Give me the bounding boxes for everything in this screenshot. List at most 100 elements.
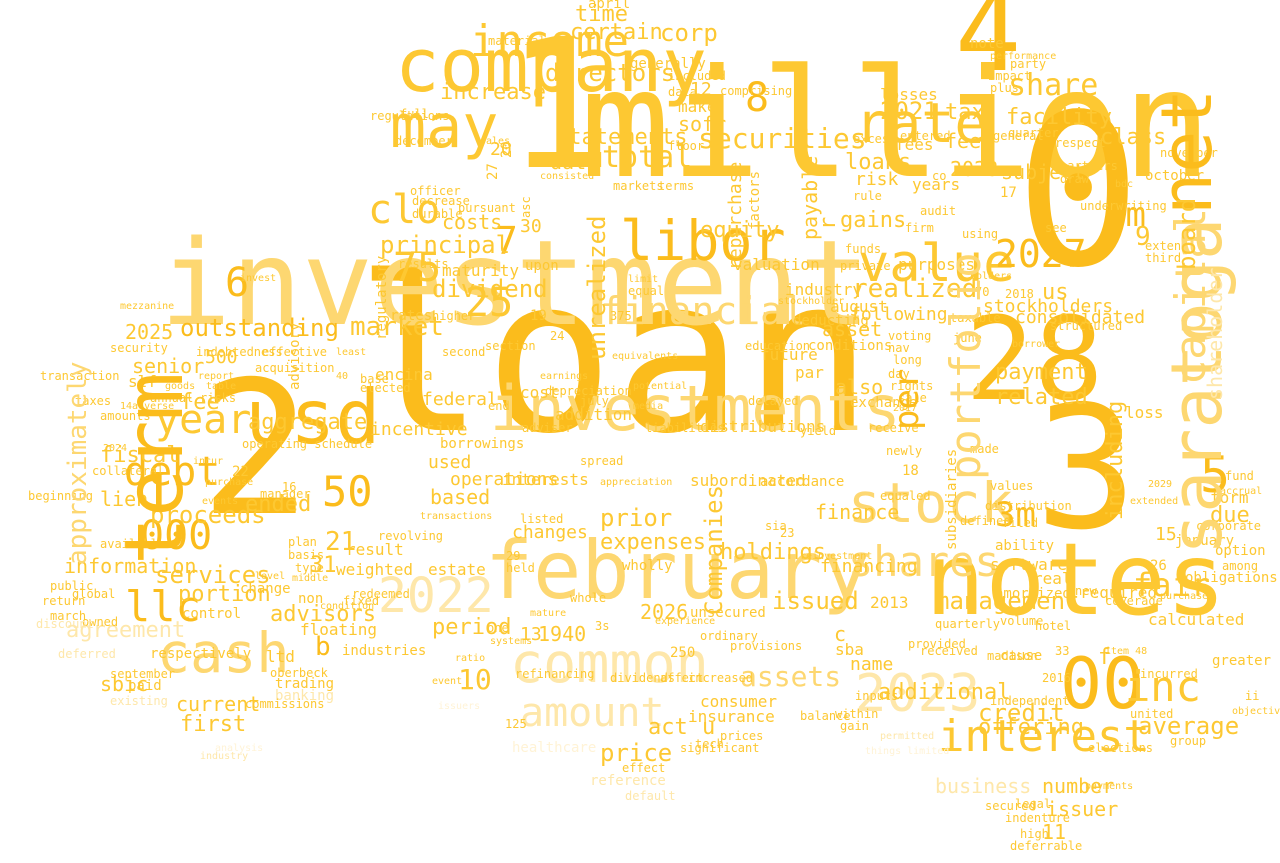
word-included: included — [668, 69, 726, 84]
word-transactions: transactions — [420, 511, 493, 522]
word-15: 15 — [1155, 523, 1177, 545]
word-26: 26 — [1150, 557, 1167, 574]
word-incur: incur — [193, 456, 224, 467]
word-transaction: transaction — [40, 369, 120, 384]
word-name: name — [850, 653, 894, 675]
word-distributions: distributions — [700, 417, 826, 437]
word-party: party — [1010, 57, 1047, 72]
word-board: board — [1173, 197, 1201, 270]
word-including: including — [1103, 400, 1128, 520]
word-c: c — [834, 622, 847, 646]
word-incurred: incurred — [1140, 667, 1198, 682]
word-sales: sales — [480, 136, 511, 147]
word-000: 000 — [140, 513, 213, 559]
word-day: day — [888, 367, 910, 382]
word-balance: balance — [800, 709, 851, 724]
word-partners: partners — [1060, 159, 1118, 174]
word-mature: mature — [530, 608, 567, 619]
word-nav: nav — [888, 341, 910, 356]
word-global: global — [72, 587, 116, 602]
word-250: 250 — [670, 644, 696, 661]
word-form: form — [1210, 488, 1249, 508]
word-services: services — [155, 560, 271, 589]
word-income: income — [470, 15, 629, 67]
word-note: note — [970, 35, 1004, 52]
word-financial: financial — [600, 288, 806, 333]
word-25: 25 — [465, 280, 514, 326]
word-risks: risks — [200, 391, 237, 406]
word-first: first — [180, 712, 247, 738]
word-made: made — [970, 442, 999, 457]
word-2023: 2023 — [855, 664, 981, 725]
word-insurance: insurance — [688, 707, 775, 727]
word-type: type — [295, 561, 324, 576]
word-september: september — [110, 667, 176, 682]
word-entered: entered — [900, 129, 951, 144]
word-increased: increased — [688, 671, 754, 686]
word-interests: interests — [502, 470, 589, 490]
word-basis: basis — [288, 548, 325, 563]
word-equivalents: equivalents — [612, 351, 679, 362]
word-upon: upon — [525, 257, 559, 274]
word-education: education — [745, 339, 811, 354]
word-receive: receive — [868, 421, 919, 436]
word-8: 8 — [745, 75, 770, 121]
word-22: 22 — [232, 463, 249, 480]
word-ability: ability — [995, 537, 1055, 554]
word-respect: respect — [1055, 136, 1106, 151]
word-january: january — [1175, 532, 1235, 549]
word-tech: tech — [695, 737, 724, 752]
word-10: 10 — [458, 662, 492, 696]
word-default: default — [625, 789, 676, 804]
word-floating: floating — [300, 620, 378, 640]
word-par: par — [795, 363, 824, 383]
word-systems: systems — [490, 636, 533, 647]
word-ended: ended — [245, 492, 312, 518]
word-indebtedness: indebtedness — [196, 345, 283, 360]
word-level: level — [255, 571, 286, 582]
word-asc: asc — [519, 196, 533, 218]
word-december: december — [395, 134, 453, 149]
word-r: r — [816, 216, 841, 230]
word-subsidiaries: subsidiaries — [944, 448, 960, 550]
word-held: held — [506, 561, 535, 576]
word-agreement: agreement — [66, 618, 186, 644]
word-shares: shares — [848, 537, 1000, 587]
word-assets: assets — [740, 659, 842, 693]
word-potential: potential — [633, 381, 688, 392]
word-4: 4 — [955, 0, 1022, 96]
word-senior: senior — [132, 354, 205, 378]
word-owned: owned — [82, 615, 119, 630]
word-among: among — [1222, 559, 1259, 574]
word-affect: affect — [660, 671, 704, 686]
word-return: return — [42, 594, 86, 609]
word-directors: directors — [545, 58, 676, 87]
word-existing: existing — [110, 694, 168, 709]
word-2025: 2025 — [125, 320, 174, 344]
word-secured: secured — [985, 799, 1036, 814]
word-due: due — [1210, 503, 1250, 529]
word-march: march — [50, 609, 87, 624]
word-indenture: indenture — [1005, 811, 1071, 826]
word-report: report — [198, 371, 235, 382]
word-sofr: sofr — [678, 112, 727, 136]
word-loan: loan — [355, 230, 873, 481]
word-things-limited: things limited — [865, 746, 950, 757]
word-purchased: purchased — [1160, 591, 1215, 602]
word-19: 19 — [530, 307, 547, 324]
word-decrease: decrease — [412, 194, 470, 209]
word-portion: portion — [178, 582, 271, 608]
word-redeemed: redeemed — [352, 587, 410, 602]
word-price: price — [600, 738, 673, 767]
word-middle: middle — [292, 573, 329, 584]
word-24: 24 — [550, 329, 565, 344]
word-finance: finance — [815, 500, 900, 524]
word-375: 375 — [610, 309, 632, 324]
word-11: 11 — [1042, 820, 1067, 844]
word-dividends: dividends — [610, 671, 676, 686]
word-discount: discount — [36, 617, 94, 632]
word-act: act — [648, 715, 688, 741]
word-future: future — [760, 345, 818, 365]
word-higher: higher — [432, 309, 476, 324]
word-filed: filed — [1002, 516, 1039, 531]
